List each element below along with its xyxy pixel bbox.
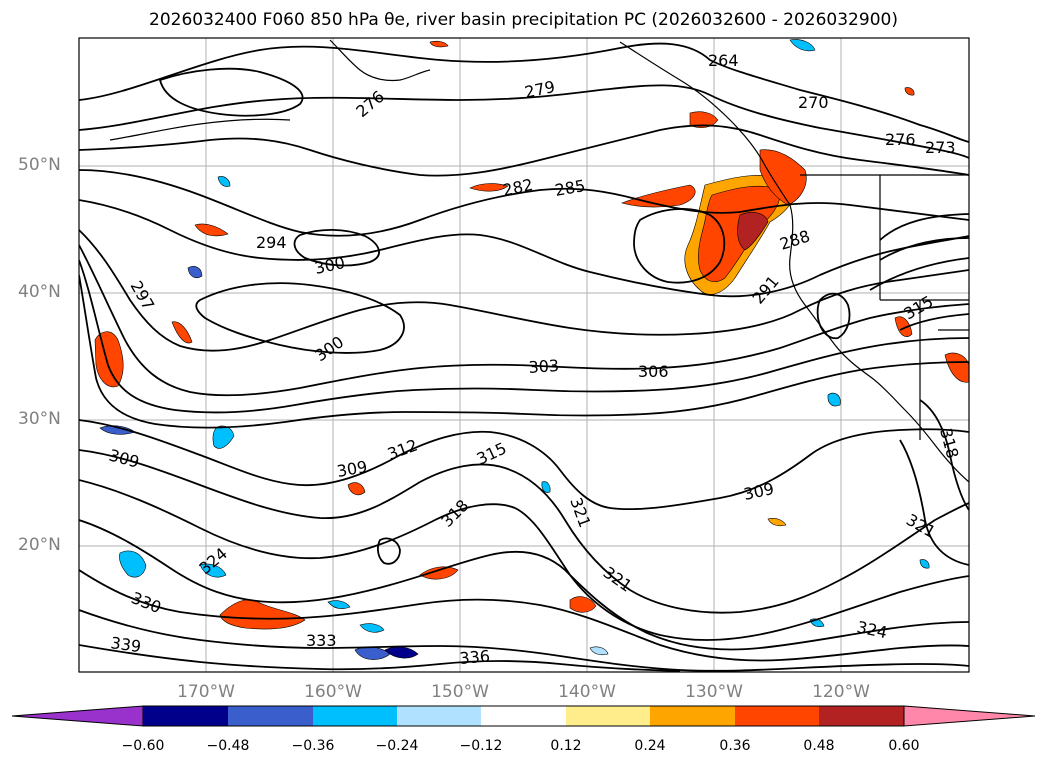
precip-negative-shading [99, 39, 930, 660]
lat-label: 50°N [18, 155, 61, 175]
colorbar-tick-label: −0.60 [121, 738, 165, 754]
colorbar-segment [566, 706, 650, 726]
lon-label: 120°W [812, 682, 870, 702]
colorbar-segment [481, 706, 566, 726]
colorbar-segment [735, 706, 819, 726]
lat-label: 40°N [18, 282, 61, 302]
contour-label: 273 [925, 138, 956, 157]
contour-label: 339 [109, 633, 142, 656]
colorbar-segment [650, 706, 735, 726]
contour-label: 303 [528, 356, 560, 377]
coastlines [109, 39, 969, 483]
colorbar-tick-label: −0.24 [375, 738, 419, 754]
lon-label: 130°W [685, 682, 743, 702]
colorbar-frame [142, 705, 905, 727]
colorbar-tick-label: 0.48 [803, 738, 835, 754]
colorbar-tick-label: −0.12 [459, 738, 503, 754]
contour-label: 333 [306, 631, 337, 650]
colorbar-tick-label: 0.36 [719, 738, 751, 754]
contour-label: 306 [638, 362, 669, 381]
colorbar-tick-label: 0.24 [634, 738, 666, 754]
colorbar-tick-label: 0.12 [550, 738, 582, 754]
colorbar [11, 705, 1036, 727]
colorbar-tick-label: −0.48 [206, 738, 250, 754]
theta-e-contours [79, 42, 969, 672]
lat-label: 20°N [18, 535, 61, 555]
contour-label: 294 [256, 233, 287, 252]
colorbar-tick-label: 0.60 [888, 738, 920, 754]
colorbar-segment [143, 706, 228, 726]
lon-label: 160°W [304, 682, 362, 702]
map-title: 2026032400 F060 850 hPa θe, river basin … [149, 10, 898, 30]
contour-label: 264 [708, 51, 739, 70]
map-frame [78, 37, 970, 673]
contour-labels: 264 270 273 276 276 279 282 285 288 291 … [107, 51, 962, 668]
contour-label: 270 [798, 93, 829, 112]
graticule [79, 38, 969, 672]
lon-label: 150°W [431, 682, 489, 702]
lon-label: 170°W [177, 682, 235, 702]
colorbar-segment [228, 706, 313, 726]
precip-positive-shading [94, 40, 969, 630]
colorbar-segment [397, 706, 481, 726]
map-area [79, 38, 969, 672]
lon-label: 140°W [558, 682, 616, 702]
contour-label: 336 [459, 646, 491, 668]
colorbar-extend-high [903, 705, 1036, 727]
contour-label: 276 [885, 130, 916, 149]
colorbar-segment [313, 706, 397, 726]
colorbar-extend-low [11, 705, 144, 727]
lat-label: 30°N [18, 409, 61, 429]
colorbar-segment [819, 706, 904, 726]
colorbar-tick-label: −0.36 [291, 738, 335, 754]
